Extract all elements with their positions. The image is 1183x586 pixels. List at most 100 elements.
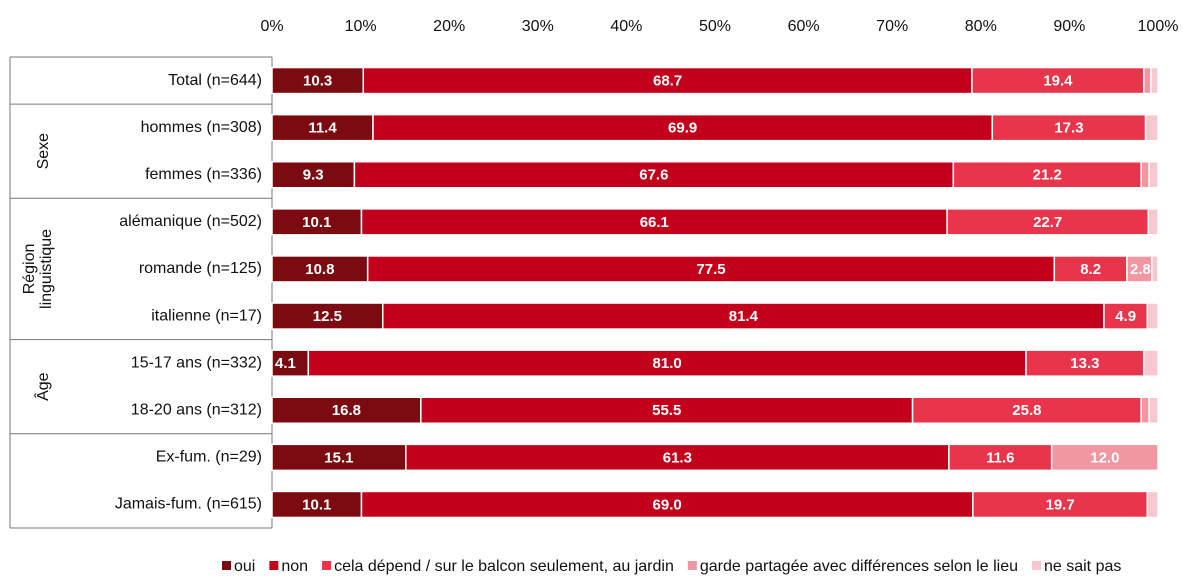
- category-label: Ex-fum. (n=29): [156, 449, 262, 466]
- value-label: 4.1: [275, 355, 296, 372]
- value-label: 22.7: [1033, 214, 1062, 231]
- bar-segment: [952, 161, 1142, 189]
- category-label: alémanique (n=502): [119, 213, 262, 230]
- bar-segment: [1147, 208, 1159, 236]
- category-label: romande (n=125): [139, 260, 262, 277]
- legend-label: cela dépend / sur le balcon seulement, a…: [334, 558, 674, 575]
- bar-segment: [271, 490, 363, 519]
- x-tick-label: 20%: [433, 18, 465, 35]
- bar-segment: [946, 208, 1150, 236]
- legend-swatch: [687, 561, 697, 570]
- category-label: italienne (n=17): [151, 307, 262, 324]
- value-label: 10.1: [302, 214, 331, 231]
- bar-segment: [1148, 396, 1159, 424]
- value-label: 81.4: [729, 308, 759, 325]
- legend-swatch: [222, 561, 231, 570]
- value-label: 10.8: [305, 261, 334, 278]
- bar-segment: [1143, 349, 1159, 377]
- legend-swatch: [269, 561, 279, 570]
- bar-segment: [360, 208, 948, 236]
- bar-segment: [271, 161, 356, 189]
- bar-segment: [382, 302, 1105, 330]
- value-label: 10.3: [303, 73, 332, 90]
- bar-segment: [271, 396, 422, 424]
- x-tick-label: 10%: [345, 18, 377, 35]
- category-label: Jamais-fum. (n=615): [115, 496, 262, 513]
- bar-segment: [271, 302, 384, 330]
- value-label: 66.1: [640, 214, 669, 231]
- bar-segment: [991, 113, 1147, 142]
- bar-segment: [1025, 349, 1145, 377]
- bar-segment: [1146, 302, 1159, 330]
- value-label: 13.3: [1070, 355, 1099, 372]
- x-tick-label: 100%: [1138, 18, 1179, 35]
- category-label: 18-20 ans (n=312): [131, 401, 262, 418]
- bar-segment: [972, 490, 1149, 519]
- value-label: 11.6: [986, 449, 1014, 466]
- category-label: hommes (n=308): [141, 119, 262, 136]
- group-label: Âge: [33, 372, 52, 401]
- value-label: 67.6: [639, 167, 668, 184]
- legend-label: garde partagée avec différences selon le…: [700, 558, 1018, 575]
- value-label: 21.2: [1033, 167, 1062, 184]
- value-label: 69.0: [653, 496, 682, 513]
- bar-segment: [1146, 490, 1159, 519]
- bar-segment: [271, 349, 310, 377]
- bar-segment: [1140, 396, 1150, 424]
- bar-segment: [362, 66, 973, 95]
- category-label: Total (n=644): [168, 72, 262, 89]
- bar-segment: [1150, 66, 1159, 95]
- value-label: 10.1: [302, 496, 331, 513]
- legend-swatch: [1031, 561, 1041, 570]
- value-label: 68.7: [653, 73, 682, 90]
- x-tick-label: 30%: [522, 18, 554, 35]
- value-label: 16.8: [332, 402, 361, 419]
- value-label: 12.0: [1090, 449, 1119, 466]
- value-label: 19.7: [1045, 496, 1074, 513]
- value-label: 8.2: [1080, 261, 1101, 278]
- value-label: 2.8: [1130, 261, 1151, 278]
- x-tick-label: 0%: [260, 18, 283, 35]
- group-label: Sexe: [35, 133, 52, 170]
- value-label: 69.9: [668, 120, 697, 137]
- bar-segment: [1144, 113, 1159, 142]
- x-tick-label: 90%: [1053, 18, 1085, 35]
- value-label: 9.3: [303, 167, 324, 184]
- bar-segment: [360, 490, 974, 519]
- category-label: femmes (n=336): [145, 166, 262, 183]
- bar-segment: [911, 396, 1142, 424]
- x-tick-label: 40%: [610, 18, 642, 35]
- x-tick-label: 70%: [876, 18, 908, 35]
- value-label: 12.5: [313, 308, 342, 325]
- bar-segment: [1143, 66, 1152, 95]
- group-label: Régionlinguistique: [21, 229, 55, 309]
- value-label: 15.1: [324, 449, 353, 466]
- category-label: 15-17 ans (n=332): [131, 354, 262, 371]
- bar-segment: [353, 161, 955, 189]
- bar-segment: [1151, 255, 1159, 283]
- bar-segment: [1050, 443, 1159, 472]
- x-tick-label: 60%: [788, 18, 820, 35]
- legend-swatch: [322, 561, 332, 570]
- value-label: 55.5: [652, 402, 681, 419]
- bar-segment: [271, 443, 407, 472]
- bar-segment: [1126, 255, 1153, 283]
- value-label: 81.0: [653, 355, 682, 372]
- value-label: 11.4: [308, 120, 337, 137]
- legend-label: ne sait pas: [1044, 558, 1121, 575]
- value-label: 61.3: [663, 449, 692, 466]
- value-label: 77.5: [696, 261, 725, 278]
- value-label: 17.3: [1054, 120, 1083, 137]
- bar-segment: [366, 255, 1056, 283]
- x-tick-label: 80%: [965, 18, 997, 35]
- bar-segment: [1103, 302, 1149, 330]
- value-label: 4.9: [1115, 308, 1136, 325]
- value-label: 25.8: [1012, 402, 1041, 419]
- x-tick-label: 50%: [699, 18, 731, 35]
- legend-label: non: [281, 558, 308, 575]
- bar-segment: [271, 66, 365, 95]
- bar-segment: [948, 443, 1053, 472]
- bar-segment: [1053, 255, 1128, 283]
- bar-segment: [271, 255, 369, 283]
